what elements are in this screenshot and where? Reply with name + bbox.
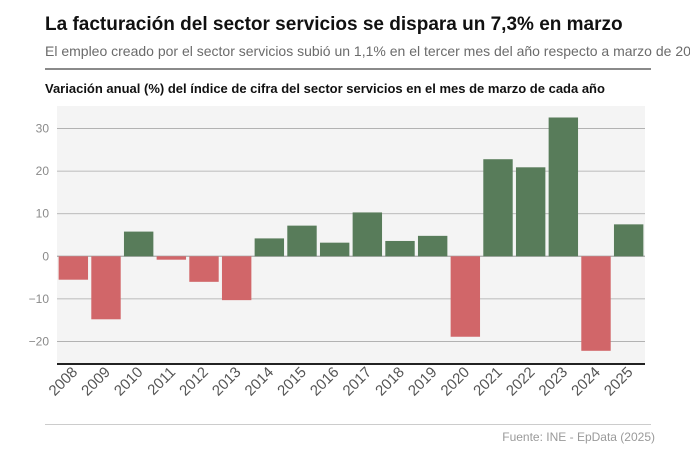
x-tick-label: 2024 [568,364,604,400]
x-tick-label: 2015 [274,364,310,400]
bar-2011 [156,256,187,260]
bar-2008 [58,256,89,280]
bar-2017 [352,212,383,257]
y-tick-label: −20 [29,334,50,348]
gridlines [57,128,645,342]
bar-2016 [319,242,350,257]
x-tick-label: 2009 [78,364,114,400]
x-tick-label: 2025 [601,364,637,400]
header-divider [45,68,651,70]
footer-divider [45,424,651,425]
bar-2018 [385,240,415,257]
plot-background [57,106,645,364]
x-tick-label: 2018 [372,364,408,400]
x-tick-label: 2008 [46,364,82,400]
bar-2009 [91,256,121,320]
bar-2023 [548,117,579,257]
x-tick-label: 2012 [176,364,212,400]
x-tick-label: 2023 [536,364,572,400]
bar-2021 [483,159,513,257]
y-tick-label: −10 [29,292,50,306]
bar-2014 [254,238,285,257]
x-axis-ticks: 2008200920102011201220132014201520162017… [46,364,637,400]
y-tick-label: 30 [36,122,50,136]
x-tick-label: 2020 [438,364,474,400]
x-tick-label: 2016 [307,364,343,400]
x-tick-label: 2011 [144,364,179,399]
bar-2015 [287,225,317,257]
x-tick-label: 2014 [242,364,278,400]
y-tick-label: 20 [36,164,50,178]
chart-subtitle: El empleo creado por el sector servicios… [45,43,690,59]
bar-2020 [450,256,481,337]
bar-2013 [221,256,252,301]
x-tick-label: 2010 [111,364,147,400]
bar-2024 [581,256,611,351]
bar-2022 [515,167,546,257]
x-tick-label: 2013 [209,364,245,400]
source-note: Fuente: INE - EpData (2025) [502,430,655,444]
bar-2010 [123,231,154,257]
y-tick-label: 10 [36,207,50,221]
x-tick-label: 2022 [503,364,539,400]
bar-2019 [417,235,448,257]
x-tick-label: 2019 [405,364,441,400]
y-tick-label: 0 [42,249,49,263]
bars [58,117,644,351]
x-tick-label: 2021 [470,364,506,400]
x-tick-label: 2017 [340,364,376,400]
bar-2012 [189,256,219,282]
chart-caption: Variación anual (%) del índice de cifra … [45,81,605,96]
y-axis-ticks: −20 −10 0 10 20 30 [29,122,50,349]
bar-2025 [613,224,644,257]
chart-title-main: La facturación del sector servicios se d… [45,14,623,35]
